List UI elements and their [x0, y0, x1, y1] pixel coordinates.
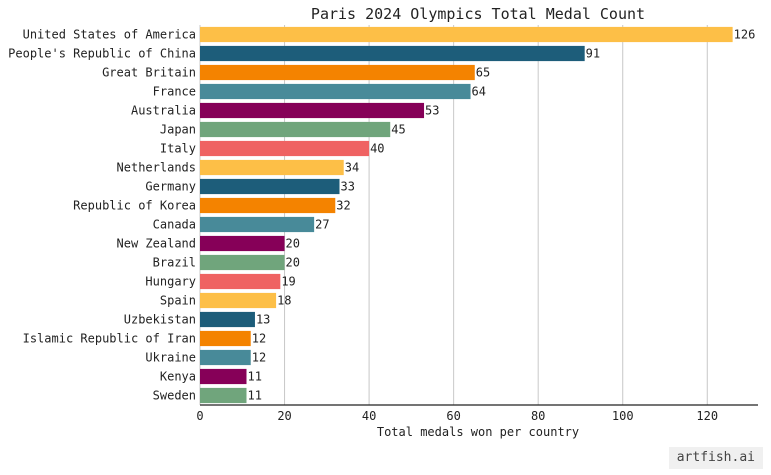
bar: [200, 254, 285, 271]
bar: [200, 140, 370, 157]
category-label: Spain: [160, 294, 196, 308]
x-tick-label: 20: [277, 409, 291, 423]
value-label: 45: [391, 123, 405, 137]
value-label: 12: [252, 351, 266, 365]
bar: [200, 159, 344, 176]
bar: [200, 311, 255, 328]
category-label: Japan: [160, 123, 196, 137]
x-tick-label: 60: [446, 409, 460, 423]
value-label: 20: [286, 256, 300, 270]
category-label: Great Britain: [102, 66, 196, 80]
category-label: Uzbekistan: [124, 313, 196, 327]
category-label: Australia: [131, 104, 196, 118]
category-label: Canada: [153, 218, 196, 232]
category-label: New Zealand: [117, 237, 196, 251]
x-tick-label: 100: [612, 409, 634, 423]
x-axis: 0 20 40 60 80 100 120: [196, 404, 758, 423]
value-label: 126: [734, 28, 756, 42]
x-tick-label: 80: [531, 409, 545, 423]
category-label: Sweden: [153, 389, 196, 403]
bars: United States of America 126 People's Repu…: [8, 26, 756, 404]
bar: [200, 64, 475, 81]
bar: [200, 197, 336, 214]
value-label: 11: [248, 389, 262, 403]
x-tick-label: 40: [362, 409, 376, 423]
chart-title: Paris 2024 Olympics Total Medal Count: [311, 5, 645, 23]
category-label: Brazil: [153, 256, 196, 270]
x-axis-label: Total medals won per country: [377, 425, 579, 439]
value-label: 27: [315, 218, 329, 232]
category-label: Italy: [160, 142, 196, 156]
category-label: Republic of Korea: [73, 199, 196, 213]
value-label: 18: [277, 294, 291, 308]
value-label: 20: [286, 237, 300, 251]
bar: [200, 387, 247, 404]
grid-lines: [199, 25, 708, 405]
category-label: Kenya: [160, 370, 196, 384]
category-label: Hungary: [145, 275, 196, 289]
value-label: 19: [281, 275, 295, 289]
category-label: United States of America: [23, 28, 196, 42]
bar: [200, 102, 425, 119]
value-label: 40: [370, 142, 384, 156]
bar: [200, 273, 281, 290]
bar: [200, 235, 285, 252]
category-label: France: [153, 85, 196, 99]
x-tick-label: 0: [196, 409, 203, 423]
bar: [200, 83, 471, 100]
bar: [200, 368, 247, 385]
bar: [200, 292, 277, 309]
category-label: Germany: [145, 180, 196, 194]
value-label: 53: [425, 104, 439, 118]
watermark: artfish.ai: [668, 447, 763, 469]
bar: [200, 330, 251, 347]
x-tick-label: 120: [696, 409, 718, 423]
value-label: 34: [345, 161, 359, 175]
category-label: Netherlands: [117, 161, 196, 175]
value-label: 65: [476, 66, 490, 80]
bar: [200, 121, 391, 138]
bar: [200, 349, 251, 366]
value-label: 13: [256, 313, 270, 327]
value-label: 11: [248, 370, 262, 384]
category-label: People's Republic of China: [8, 47, 196, 61]
value-label: 64: [472, 85, 486, 99]
value-label: 33: [341, 180, 355, 194]
category-label: Islamic Republic of Iran: [23, 332, 196, 346]
bar: [200, 216, 315, 233]
value-label: 32: [336, 199, 350, 213]
bar: [200, 26, 733, 43]
category-label: Ukraine: [145, 351, 196, 365]
bar: [200, 45, 585, 62]
bar: [200, 178, 340, 195]
value-label: 12: [252, 332, 266, 346]
value-label: 91: [586, 47, 600, 61]
